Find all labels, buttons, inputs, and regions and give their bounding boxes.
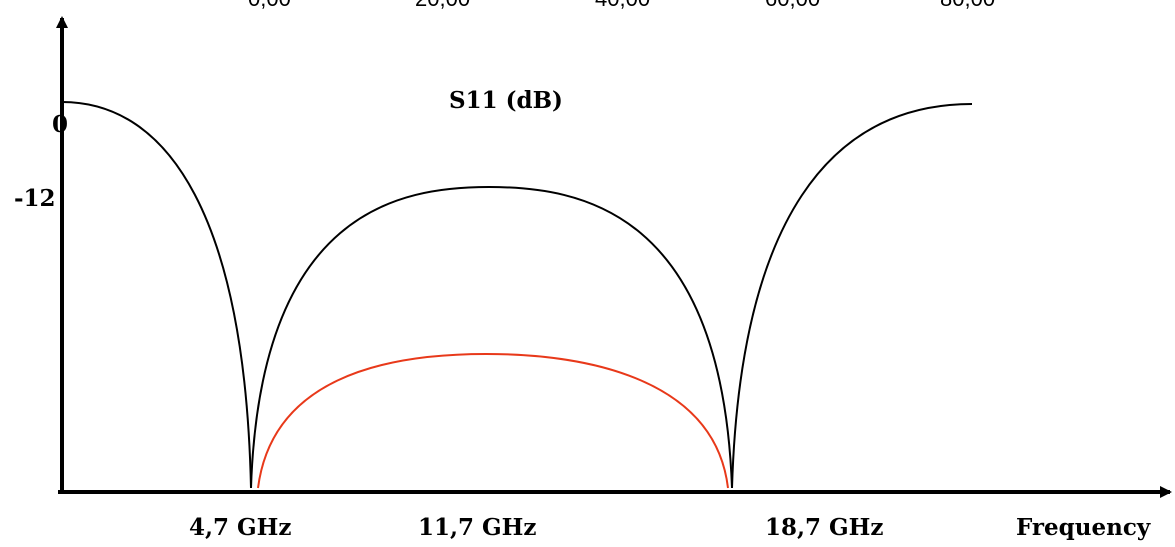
chart-title: S11 (dB) [449, 87, 563, 114]
black-curve-left-lobe [61, 101, 252, 489]
x-tick-label-18-7-ghz: 18,7 GHz [765, 514, 883, 541]
top-label-5: 80,00 [940, 0, 995, 11]
top-partial-labels: 0,00 20,00 40,00 60,00 80,00 [248, 0, 995, 11]
top-label-3: 40,00 [595, 0, 650, 11]
y-tick-label-neg12: -12 [14, 185, 56, 212]
red-curve [257, 352, 729, 489]
x-tick-label-4-7-ghz: 4,7 GHz [189, 514, 291, 541]
y-tick-label-0: 0 [52, 111, 68, 138]
black-curve-right-lobe [731, 103, 973, 489]
x-axis-label: Frequency [1016, 514, 1151, 541]
black-curve-center-lobe [250, 185, 733, 489]
top-label-1: 0,00 [248, 0, 291, 11]
top-label-2: 20,00 [415, 0, 470, 11]
x-tick-label-11-7-ghz: 11,7 GHz [418, 514, 536, 541]
top-label-4: 60,00 [765, 0, 820, 11]
